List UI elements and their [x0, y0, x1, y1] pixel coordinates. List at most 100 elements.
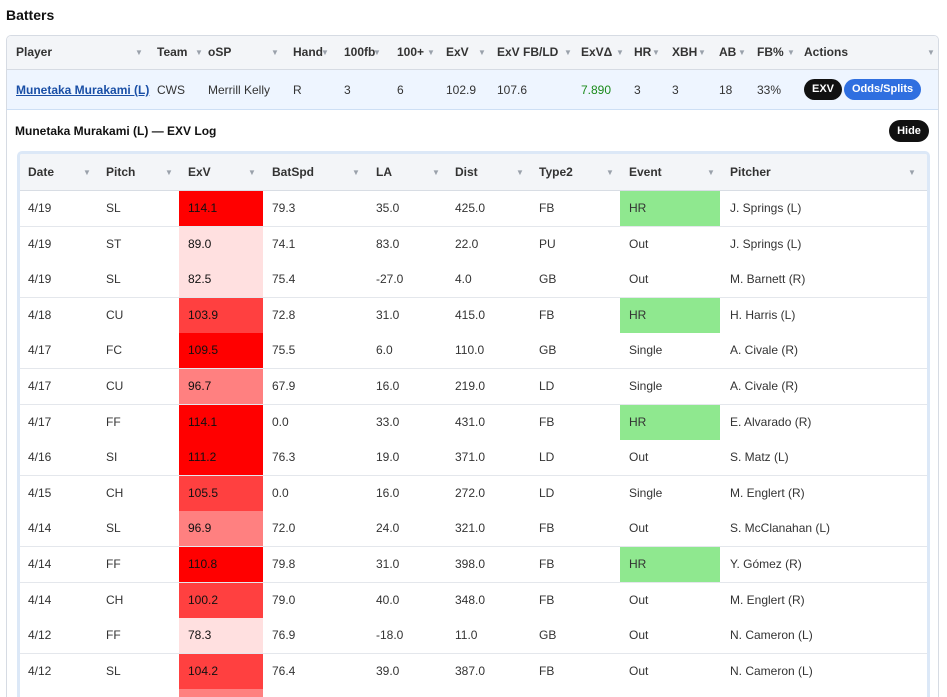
event-cell [620, 689, 720, 697]
exv-fbld-cell: 107.6 [497, 83, 528, 97]
log-col-header[interactable]: ExV [188, 165, 211, 179]
sort-arrow-icon[interactable]: ▼ [564, 48, 572, 57]
exv-heat-cell: 89.0 [179, 226, 263, 262]
event-cell: HR [620, 297, 720, 333]
sort-arrow-icon[interactable]: ▼ [927, 48, 935, 57]
batters-col-header[interactable]: Team [157, 45, 188, 59]
dist-cell: 110.0 [455, 343, 485, 358]
sort-arrow-icon[interactable]: ▼ [271, 48, 279, 57]
log-col-header[interactable]: BatSpd [272, 165, 314, 179]
sort-arrow-icon[interactable]: ▼ [738, 48, 746, 57]
log-row: 4/16 SI 76.3 19.0 371.0 LD S. Matz (L) 111.2 Out [20, 440, 927, 477]
fb-pct-cell: 33% [757, 83, 782, 97]
exv-heat-cell: 78.3 [179, 618, 263, 654]
pitch-cell: FF [106, 414, 121, 429]
log-col-header[interactable]: Pitch [106, 165, 136, 179]
exv-heat-cell: 114.1 [179, 404, 263, 440]
batspd-cell: 76.4 [272, 663, 296, 678]
log-col-header[interactable]: Pitcher [730, 165, 771, 179]
log-col-header[interactable]: Event [629, 165, 662, 179]
exv-heat-cell: 114.1 [179, 191, 263, 226]
sort-arrow-icon[interactable]: ▼ [373, 48, 381, 57]
sort-arrow-icon[interactable]: ▼ [135, 48, 143, 57]
date-cell: 4/17 [28, 414, 52, 429]
dist-cell: 348.0 [455, 592, 486, 607]
date-cell: 4/14 [28, 521, 52, 536]
batters-col-header[interactable]: Hand [293, 45, 323, 59]
pitcher-cell: H. Harris (L) [730, 307, 796, 322]
batters-col-header[interactable]: Actions [804, 45, 849, 59]
batters-col-header[interactable]: AB [719, 45, 737, 59]
dist-cell: 398.0 [455, 557, 486, 571]
exv-delta-cell: 7.890 [581, 83, 612, 97]
log-col-header[interactable]: LA [376, 165, 392, 179]
batspd-cell: 79.8 [272, 557, 296, 571]
batters-col-header[interactable]: XBH [672, 45, 698, 59]
exv-log-frame: Date ▼ Pitch ▼ ExV ▼ BatSpd ▼ LA ▼ Dist ▼ Type2 ▼ Even… [17, 151, 930, 697]
sort-arrow-icon[interactable]: ▼ [908, 168, 916, 177]
event-cell: HR [620, 191, 720, 226]
sort-arrow-icon[interactable]: ▼ [248, 168, 256, 177]
dist-cell: 22.0 [455, 236, 479, 251]
log-row: 4/17 FC 75.5 6.0 110.0 GB A. Civale (R) 109.5 Si… [20, 333, 927, 370]
hand-cell: R [293, 83, 302, 97]
batters-col-header[interactable]: ExV [446, 45, 469, 59]
batters-col-header[interactable]: FB% [757, 45, 784, 59]
sort-arrow-icon[interactable]: ▼ [616, 48, 624, 57]
sort-arrow-icon[interactable]: ▼ [165, 168, 173, 177]
batters-col-header[interactable]: 100+ [397, 45, 425, 59]
exv-heat-cell [179, 689, 263, 697]
batspd-cell: 79.3 [272, 201, 296, 215]
type2-cell: GB [539, 343, 557, 358]
log-col-header[interactable]: Date [28, 165, 55, 179]
log-row [20, 689, 927, 697]
la-cell: 19.0 [376, 450, 400, 465]
sort-arrow-icon[interactable]: ▼ [516, 168, 524, 177]
sort-arrow-icon[interactable]: ▼ [432, 168, 440, 177]
batters-col-header[interactable]: ExV FB/LD [497, 45, 559, 59]
sort-arrow-icon[interactable]: ▼ [83, 168, 91, 177]
batters-col-header[interactable]: ExVΔ [581, 45, 613, 59]
player-link[interactable]: Munetaka Murakami (L) [16, 83, 150, 97]
log-row: 4/17 CU 67.9 16.0 219.0 LD A. Civale (R) 96.7 Si… [20, 369, 927, 405]
sort-arrow-icon[interactable]: ▼ [352, 168, 360, 177]
sort-arrow-icon[interactable]: ▼ [698, 48, 706, 57]
batter-row: Munetaka Murakami (L) CWS Merrill Kelly … [7, 70, 938, 110]
sort-arrow-icon[interactable]: ▼ [652, 48, 660, 57]
exv-button[interactable]: EXV [804, 79, 843, 100]
batters-col-header[interactable]: oSP [208, 45, 232, 59]
batspd-cell: 76.3 [272, 450, 296, 465]
date-cell: 4/15 [28, 485, 52, 500]
la-cell: -27.0 [376, 272, 404, 287]
plus100-cell: 6 [397, 83, 404, 97]
odds-splits-button[interactable]: Odds/Splits [844, 79, 922, 100]
hide-button[interactable]: Hide [889, 120, 929, 142]
batspd-cell: 72.0 [272, 521, 296, 536]
type2-cell: LD [539, 485, 555, 500]
log-col-header[interactable]: Dist [455, 165, 478, 179]
batspd-cell: 75.4 [272, 272, 296, 287]
exv-heat-cell: 82.5 [179, 262, 263, 298]
pitcher-cell: J. Springs (L) [730, 236, 802, 251]
sort-arrow-icon[interactable]: ▼ [478, 48, 486, 57]
sort-arrow-icon[interactable]: ▼ [787, 48, 795, 57]
sort-arrow-icon[interactable]: ▼ [606, 168, 614, 177]
batters-col-header[interactable]: HR [634, 45, 652, 59]
sort-arrow-icon[interactable]: ▼ [427, 48, 435, 57]
batters-col-header[interactable]: Player [16, 45, 53, 59]
batters-col-header[interactable]: 100fb [344, 45, 376, 59]
date-cell: 4/19 [28, 201, 52, 215]
batspd-cell: 0.0 [272, 485, 289, 500]
dist-cell: 4.0 [455, 272, 472, 287]
dist-cell: 321.0 [455, 521, 486, 536]
batspd-cell: 72.8 [272, 307, 296, 322]
sort-arrow-icon[interactable]: ▼ [195, 48, 203, 57]
date-cell: 4/12 [28, 628, 52, 643]
sort-arrow-icon[interactable]: ▼ [707, 168, 715, 177]
sort-arrow-icon[interactable]: ▼ [321, 48, 329, 57]
date-cell: 4/16 [28, 450, 52, 465]
log-col-header[interactable]: Type2 [539, 165, 573, 179]
osp-cell: Merrill Kelly [208, 83, 271, 97]
date-cell: 4/17 [28, 379, 52, 393]
log-row: 4/19 ST 74.1 83.0 22.0 PU J. Springs (L) 89.0 Ou… [20, 226, 927, 263]
